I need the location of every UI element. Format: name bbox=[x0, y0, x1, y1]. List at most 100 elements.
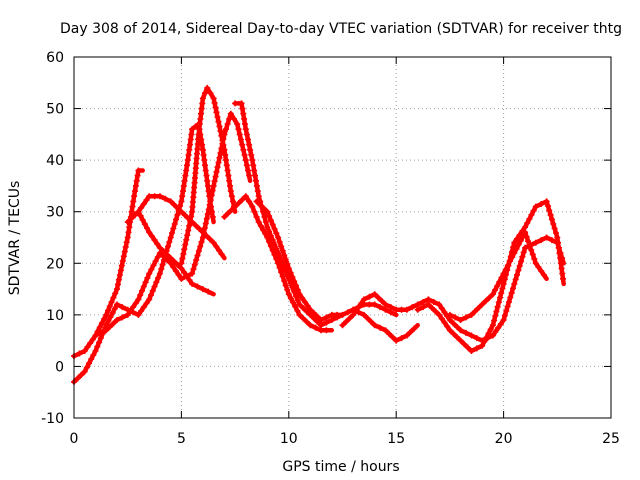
series-point-marker bbox=[512, 276, 519, 283]
series-point-marker bbox=[514, 271, 520, 278]
series-point-marker bbox=[156, 244, 163, 251]
series-point-marker bbox=[346, 315, 353, 322]
x-tick-label: 5 bbox=[177, 431, 186, 447]
series-point-marker bbox=[204, 177, 211, 184]
series-point-marker bbox=[211, 99, 218, 106]
series-point-marker bbox=[312, 324, 319, 331]
series-point-marker bbox=[276, 264, 283, 271]
series-point-marker bbox=[483, 334, 490, 341]
series-point-marker bbox=[208, 192, 215, 199]
series-point-marker bbox=[192, 222, 199, 229]
series-point-marker bbox=[398, 306, 405, 313]
series-point-marker bbox=[314, 318, 321, 325]
series-point-marker bbox=[253, 182, 260, 189]
series-point-marker bbox=[132, 300, 139, 307]
series-point-marker bbox=[487, 326, 494, 333]
series-point-marker bbox=[105, 318, 112, 324]
series-point-marker bbox=[264, 224, 271, 231]
series-point-marker bbox=[538, 268, 545, 274]
series-point-marker bbox=[556, 250, 563, 256]
series-point-marker bbox=[122, 243, 129, 250]
series-point-marker bbox=[252, 172, 258, 179]
series-point-marker bbox=[217, 150, 224, 157]
series-point-marker bbox=[139, 287, 145, 294]
series-point-marker bbox=[489, 291, 496, 298]
series-point-marker bbox=[89, 336, 96, 343]
series-point-marker bbox=[200, 229, 207, 236]
series-point-marker bbox=[355, 304, 362, 311]
series-point-marker bbox=[174, 262, 181, 268]
tick-layer: 0 5 10 15 20 25 -10 0 10 20 30 40 50 60 bbox=[41, 50, 620, 447]
series-point-marker bbox=[195, 131, 202, 138]
series-point-marker bbox=[133, 177, 140, 184]
series-point-marker bbox=[296, 301, 303, 308]
series-point-marker bbox=[294, 307, 301, 314]
series-point-marker bbox=[132, 188, 138, 195]
series-point-marker bbox=[555, 239, 561, 246]
series-point-marker bbox=[307, 311, 314, 318]
series-point-marker bbox=[235, 200, 242, 207]
series-point-marker bbox=[393, 306, 400, 313]
series-point-marker bbox=[178, 275, 185, 282]
series-point-marker bbox=[242, 121, 248, 127]
series-point-marker bbox=[414, 301, 421, 308]
series-point-marker bbox=[207, 236, 213, 243]
series-point-marker bbox=[271, 251, 278, 258]
series-point-marker bbox=[558, 265, 565, 272]
series-point-marker bbox=[366, 301, 373, 308]
series-point-marker bbox=[513, 245, 520, 252]
series-point-marker bbox=[198, 239, 205, 245]
series-point-marker bbox=[520, 249, 527, 256]
series-point-marker bbox=[216, 123, 223, 130]
series-point-marker bbox=[497, 294, 503, 301]
y-tick-label: 0 bbox=[55, 359, 64, 375]
series-point-marker bbox=[463, 329, 469, 336]
series-point-marker bbox=[121, 248, 128, 255]
series-point-marker bbox=[387, 309, 394, 316]
series-point-marker bbox=[486, 294, 493, 301]
series-point-marker bbox=[503, 308, 510, 314]
series-point-marker bbox=[154, 254, 161, 261]
series-point-marker bbox=[245, 167, 251, 174]
y-tick-label: 40 bbox=[46, 153, 64, 169]
series-trace-2 bbox=[71, 121, 216, 385]
series-point-marker bbox=[198, 105, 205, 112]
series-point-marker bbox=[528, 247, 535, 253]
series-point-marker bbox=[498, 274, 505, 281]
series-point-marker bbox=[535, 264, 542, 271]
series-point-marker bbox=[228, 207, 235, 213]
series-point-marker bbox=[253, 177, 259, 184]
series-point-marker bbox=[106, 323, 113, 330]
x-tick-label: 0 bbox=[70, 431, 79, 447]
series-point-marker bbox=[92, 332, 99, 339]
series-point-marker bbox=[123, 239, 130, 246]
series-point-marker bbox=[137, 292, 144, 299]
series-point-marker bbox=[189, 280, 196, 287]
series-point-marker bbox=[243, 162, 250, 169]
series-point-marker bbox=[225, 172, 232, 179]
series-point-marker bbox=[175, 271, 182, 278]
series-point-marker bbox=[242, 126, 249, 133]
series-point-marker bbox=[387, 304, 394, 311]
series-point-marker bbox=[472, 308, 478, 315]
x-tick-label: 15 bbox=[387, 431, 405, 447]
series-point-marker bbox=[170, 225, 177, 232]
series-point-marker bbox=[557, 255, 564, 262]
series-point-marker bbox=[138, 204, 145, 211]
series-point-marker bbox=[101, 316, 108, 322]
series-point-marker bbox=[242, 157, 249, 164]
series-point-marker bbox=[280, 262, 287, 269]
series-point-marker bbox=[262, 219, 269, 225]
series-point-marker bbox=[532, 239, 539, 246]
series-point-marker bbox=[275, 234, 282, 241]
series-point-marker bbox=[371, 291, 378, 298]
series-point-marker bbox=[504, 303, 511, 310]
series-point-marker bbox=[529, 251, 536, 258]
series-point-marker bbox=[178, 265, 185, 272]
series-point-marker bbox=[554, 234, 561, 241]
series-point-marker bbox=[167, 198, 174, 205]
series-point-marker bbox=[204, 211, 211, 218]
series-point-marker bbox=[124, 234, 131, 241]
series-point-marker bbox=[189, 270, 196, 277]
series-point-marker bbox=[115, 276, 122, 283]
